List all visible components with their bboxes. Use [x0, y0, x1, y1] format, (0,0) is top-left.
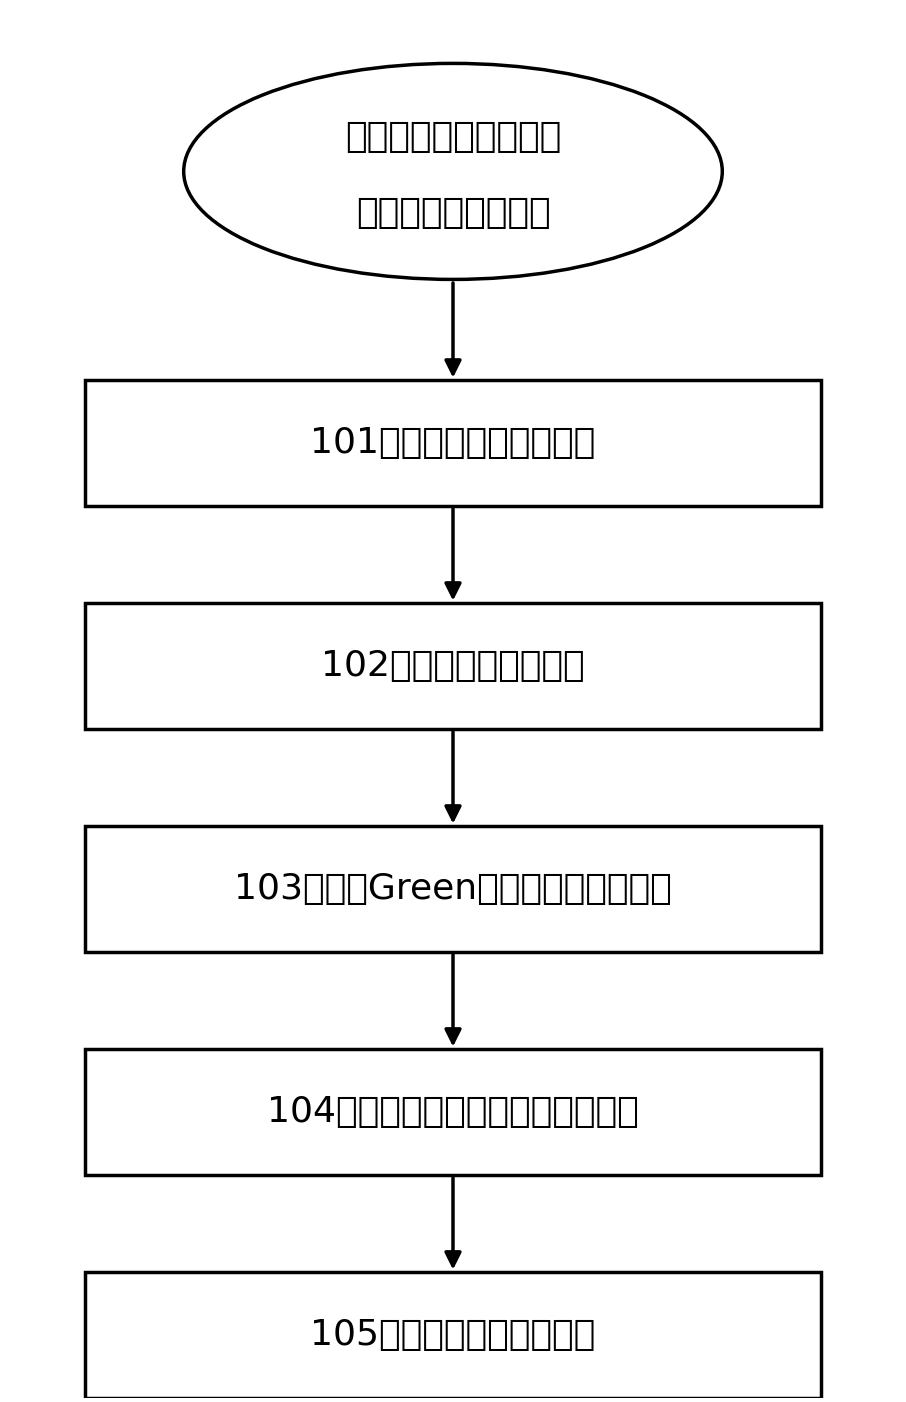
- Bar: [85, 380, 821, 506]
- Bar: [85, 603, 821, 729]
- Text: 105：广义水动力系数计算: 105：广义水动力系数计算: [311, 1318, 595, 1352]
- Text: 102：计算频率并行分组: 102：计算频率并行分组: [322, 649, 584, 683]
- Bar: [85, 1273, 821, 1398]
- Bar: [85, 826, 821, 952]
- Text: 系数的高效并行算法: 系数的高效并行算法: [356, 196, 550, 230]
- Bar: [85, 1050, 821, 1175]
- Text: 104：源强矩阵方程的二维并行求解: 104：源强矩阵方程的二维并行求解: [267, 1095, 639, 1129]
- Text: 三维声弹性广义水动力: 三维声弹性广义水动力: [345, 119, 561, 154]
- Text: 101：船舶结构干模态计算: 101：船舶结构干模态计算: [311, 426, 595, 460]
- Text: 103：生成Green函数及其偏导数矩阵: 103：生成Green函数及其偏导数矩阵: [234, 872, 672, 906]
